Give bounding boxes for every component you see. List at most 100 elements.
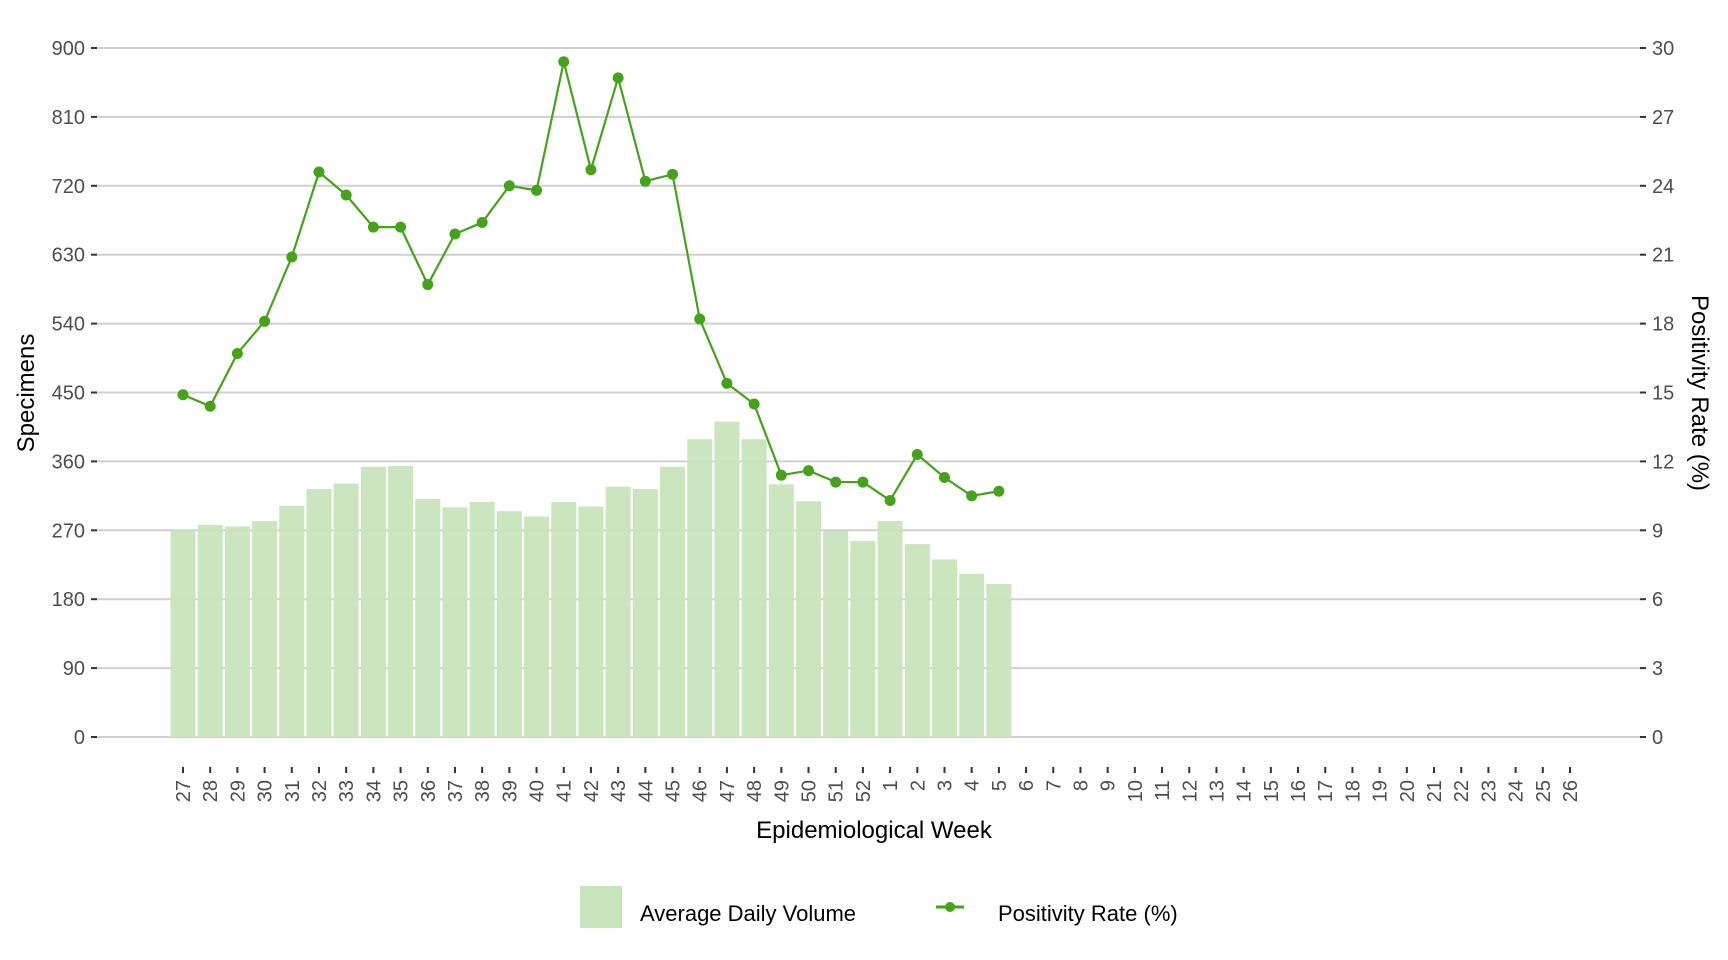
x-tick-label: 16 (1288, 780, 1310, 802)
y2-tick-label: 27 (1652, 107, 1674, 129)
bar (197, 524, 223, 737)
bar (632, 488, 658, 737)
y-tick-label: 90 (63, 658, 85, 680)
y-axis-title: Specimens (13, 334, 40, 453)
bar (795, 501, 822, 737)
line-point (667, 168, 679, 180)
x-tick-label: 5 (989, 780, 1011, 791)
x-tick-label: 52 (853, 780, 875, 802)
y2-axis-title: Positivity Rate (%) (1686, 295, 1713, 491)
bar (442, 507, 468, 737)
bar (279, 505, 305, 737)
bar (333, 483, 359, 737)
left-axis-ticks: 0 90 180 270 360 450 540 630 720 810 900 (52, 38, 97, 749)
line-point (884, 494, 896, 506)
line-point (830, 476, 842, 488)
bar (224, 526, 250, 737)
x-tick-label: 17 (1315, 780, 1337, 802)
x-tick-label: 49 (771, 780, 793, 802)
x-tick-label: 28 (200, 780, 222, 802)
x-tick-label: 22 (1451, 780, 1473, 802)
line-point (177, 389, 189, 401)
line-point (531, 184, 543, 196)
x-tick-label: 36 (418, 780, 440, 802)
legend-line-label: Positivity Rate (%) (998, 901, 1178, 926)
x-tick-label: 50 (799, 780, 821, 802)
x-tick-label: 24 (1506, 780, 1528, 802)
y-tick-label: 810 (52, 107, 85, 129)
bar (959, 573, 985, 737)
x-tick-label: 47 (717, 780, 739, 802)
line-point (721, 377, 733, 389)
bar (660, 466, 686, 737)
x-tick-label: 27 (173, 780, 195, 802)
y-tick-label: 0 (74, 727, 85, 749)
line-point (286, 251, 298, 263)
x-tick-label: 39 (499, 780, 521, 802)
legend-line-marker (945, 902, 955, 912)
line-point (938, 471, 950, 483)
y2-tick-label: 0 (1652, 727, 1663, 749)
line-point (476, 217, 488, 229)
bar (605, 486, 631, 737)
line-point (966, 490, 978, 502)
x-tick-label: 19 (1370, 780, 1392, 802)
x-tick-label: 43 (608, 780, 630, 802)
line-point (857, 476, 869, 488)
line-point (422, 279, 434, 291)
y-tick-label: 450 (52, 383, 85, 405)
line-point (993, 485, 1005, 497)
y-tick-label: 540 (52, 314, 85, 336)
bar (986, 583, 1012, 737)
x-tick-label: 25 (1533, 780, 1555, 802)
bar (578, 506, 604, 737)
line-point (449, 228, 461, 240)
x-tick-label: 44 (635, 780, 657, 802)
y2-tick-label: 3 (1652, 658, 1663, 680)
x-tick-label: 21 (1424, 780, 1446, 802)
line-point (558, 56, 570, 68)
x-tick-label: 12 (1179, 780, 1201, 802)
legend-bar-label: Average Daily Volume (640, 901, 856, 926)
bar (850, 541, 876, 737)
x-tick-label: 1 (880, 780, 902, 791)
x-tick-label: 6 (1016, 780, 1038, 791)
bar (496, 511, 522, 737)
bar (388, 465, 414, 737)
line-point (231, 347, 243, 359)
x-tick-label: 51 (826, 780, 848, 802)
x-tick-label: 11 (1152, 780, 1174, 801)
y2-tick-label: 24 (1652, 176, 1674, 198)
x-tick-label: 32 (309, 780, 331, 802)
line-point (367, 221, 379, 233)
bar (524, 516, 550, 737)
bar (170, 530, 196, 737)
y-tick-label: 270 (52, 520, 85, 542)
line-point (639, 175, 651, 187)
x-tick-label: 45 (663, 780, 685, 802)
x-tick-label: 14 (1234, 780, 1256, 802)
x-tick-label: 30 (255, 780, 277, 802)
line-point (612, 72, 624, 84)
line-point (340, 189, 352, 201)
y2-tick-label: 12 (1652, 451, 1674, 473)
y2-tick-label: 21 (1652, 245, 1674, 267)
x-tick-label: 42 (581, 780, 603, 802)
bar (768, 484, 794, 737)
x-tick-label: 23 (1478, 780, 1500, 802)
x-tick-label: 4 (962, 780, 984, 791)
x-axis-ticks: 27 28 29 30 31 32 33 34 35 36 37 38 39 40 41 42 43 44 45 46… (173, 767, 1582, 802)
x-tick-label: 2 (907, 780, 929, 791)
x-tick-label: 48 (744, 780, 766, 802)
y-tick-label: 360 (52, 451, 85, 473)
bar (306, 488, 332, 737)
x-tick-label: 26 (1560, 780, 1582, 802)
x-tick-label: 8 (1070, 780, 1092, 791)
y-tick-label: 900 (52, 38, 85, 60)
x-tick-label: 41 (554, 780, 576, 802)
bar (741, 439, 767, 737)
bar (551, 501, 577, 737)
y2-tick-label: 30 (1652, 38, 1674, 60)
x-tick-label: 35 (391, 780, 413, 802)
